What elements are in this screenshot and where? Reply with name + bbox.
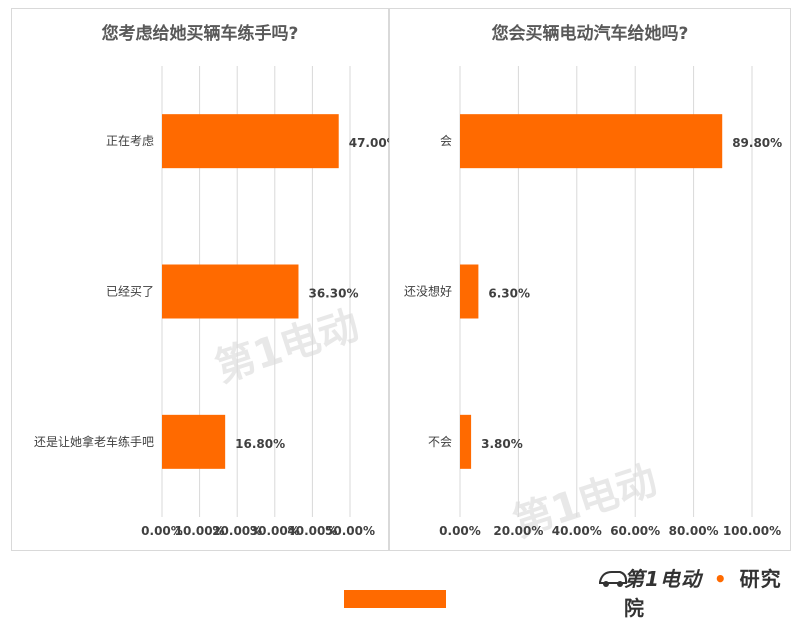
x-tick-label: 0.00% (439, 524, 481, 538)
x-tick-label: 40.00% (287, 524, 337, 538)
bar (162, 264, 299, 319)
chart-panel-left: 您考虑给她买辆车练手吗? 第1电动 0.00% 10.00% 20.00% 30.00… (11, 8, 390, 551)
bar (162, 414, 226, 469)
data-label: 3.80% (481, 437, 523, 451)
footer-logo (598, 560, 788, 592)
bar (460, 414, 472, 469)
bar (460, 114, 723, 169)
x-tick-label: 100.00% (723, 524, 781, 538)
chart-title-left: 您考虑给她买辆车练手吗? (101, 24, 299, 44)
chart-title-right: 您会买辆电动汽车给她吗? (491, 24, 689, 44)
data-label: 36.30% (308, 287, 358, 301)
category-label: 不会 (428, 435, 452, 449)
car-logo-icon (599, 571, 627, 587)
x-tick-label: 60.00% (610, 524, 660, 538)
x-tick-label: 20.00% (212, 524, 262, 538)
data-label: 6.30% (488, 287, 530, 301)
bar (162, 114, 339, 169)
category-label: 已经买了 (106, 285, 154, 299)
data-label: 47.00% (349, 136, 390, 150)
footer-wordmark: 第1电动 • 研究院 (624, 563, 793, 621)
bar-chart-left: 0.00%10.00%20.00%30.00%40.00%50.00% 正在考虑 4… (34, 66, 390, 538)
footer-brand: 第1电动 (624, 567, 702, 591)
bar-chart-right: 0.00% 20.00% 40.00% 60.00% 80.00% 100.00% 会 89.… (404, 66, 782, 538)
x-tick-label: 50.00% (325, 524, 375, 538)
x-tick-label: 40.00% (552, 524, 602, 538)
data-label: 89.80% (732, 136, 782, 150)
x-tick-label: 0.00% (141, 524, 183, 538)
category-label: 还是让她拿老车练手吧 (34, 434, 154, 449)
chart-panel-right: 您会买辆电动汽车给她吗? 第1电动 0.00% 20.00% 40.00% 60.00… (389, 8, 791, 551)
data-label: 16.80% (235, 437, 285, 451)
x-tick-label: 20.00% (493, 524, 543, 538)
footer-separator: • (713, 567, 728, 591)
x-tick-label: 10.00% (175, 524, 225, 538)
category-label: 正在考虑 (106, 134, 154, 148)
bar (460, 264, 479, 319)
category-label: 还没想好 (404, 284, 452, 299)
footer-accent-bar (344, 590, 446, 608)
category-label: 会 (440, 134, 452, 148)
x-tick-label: 30.00% (250, 524, 300, 538)
x-tick-label: 80.00% (669, 524, 719, 538)
